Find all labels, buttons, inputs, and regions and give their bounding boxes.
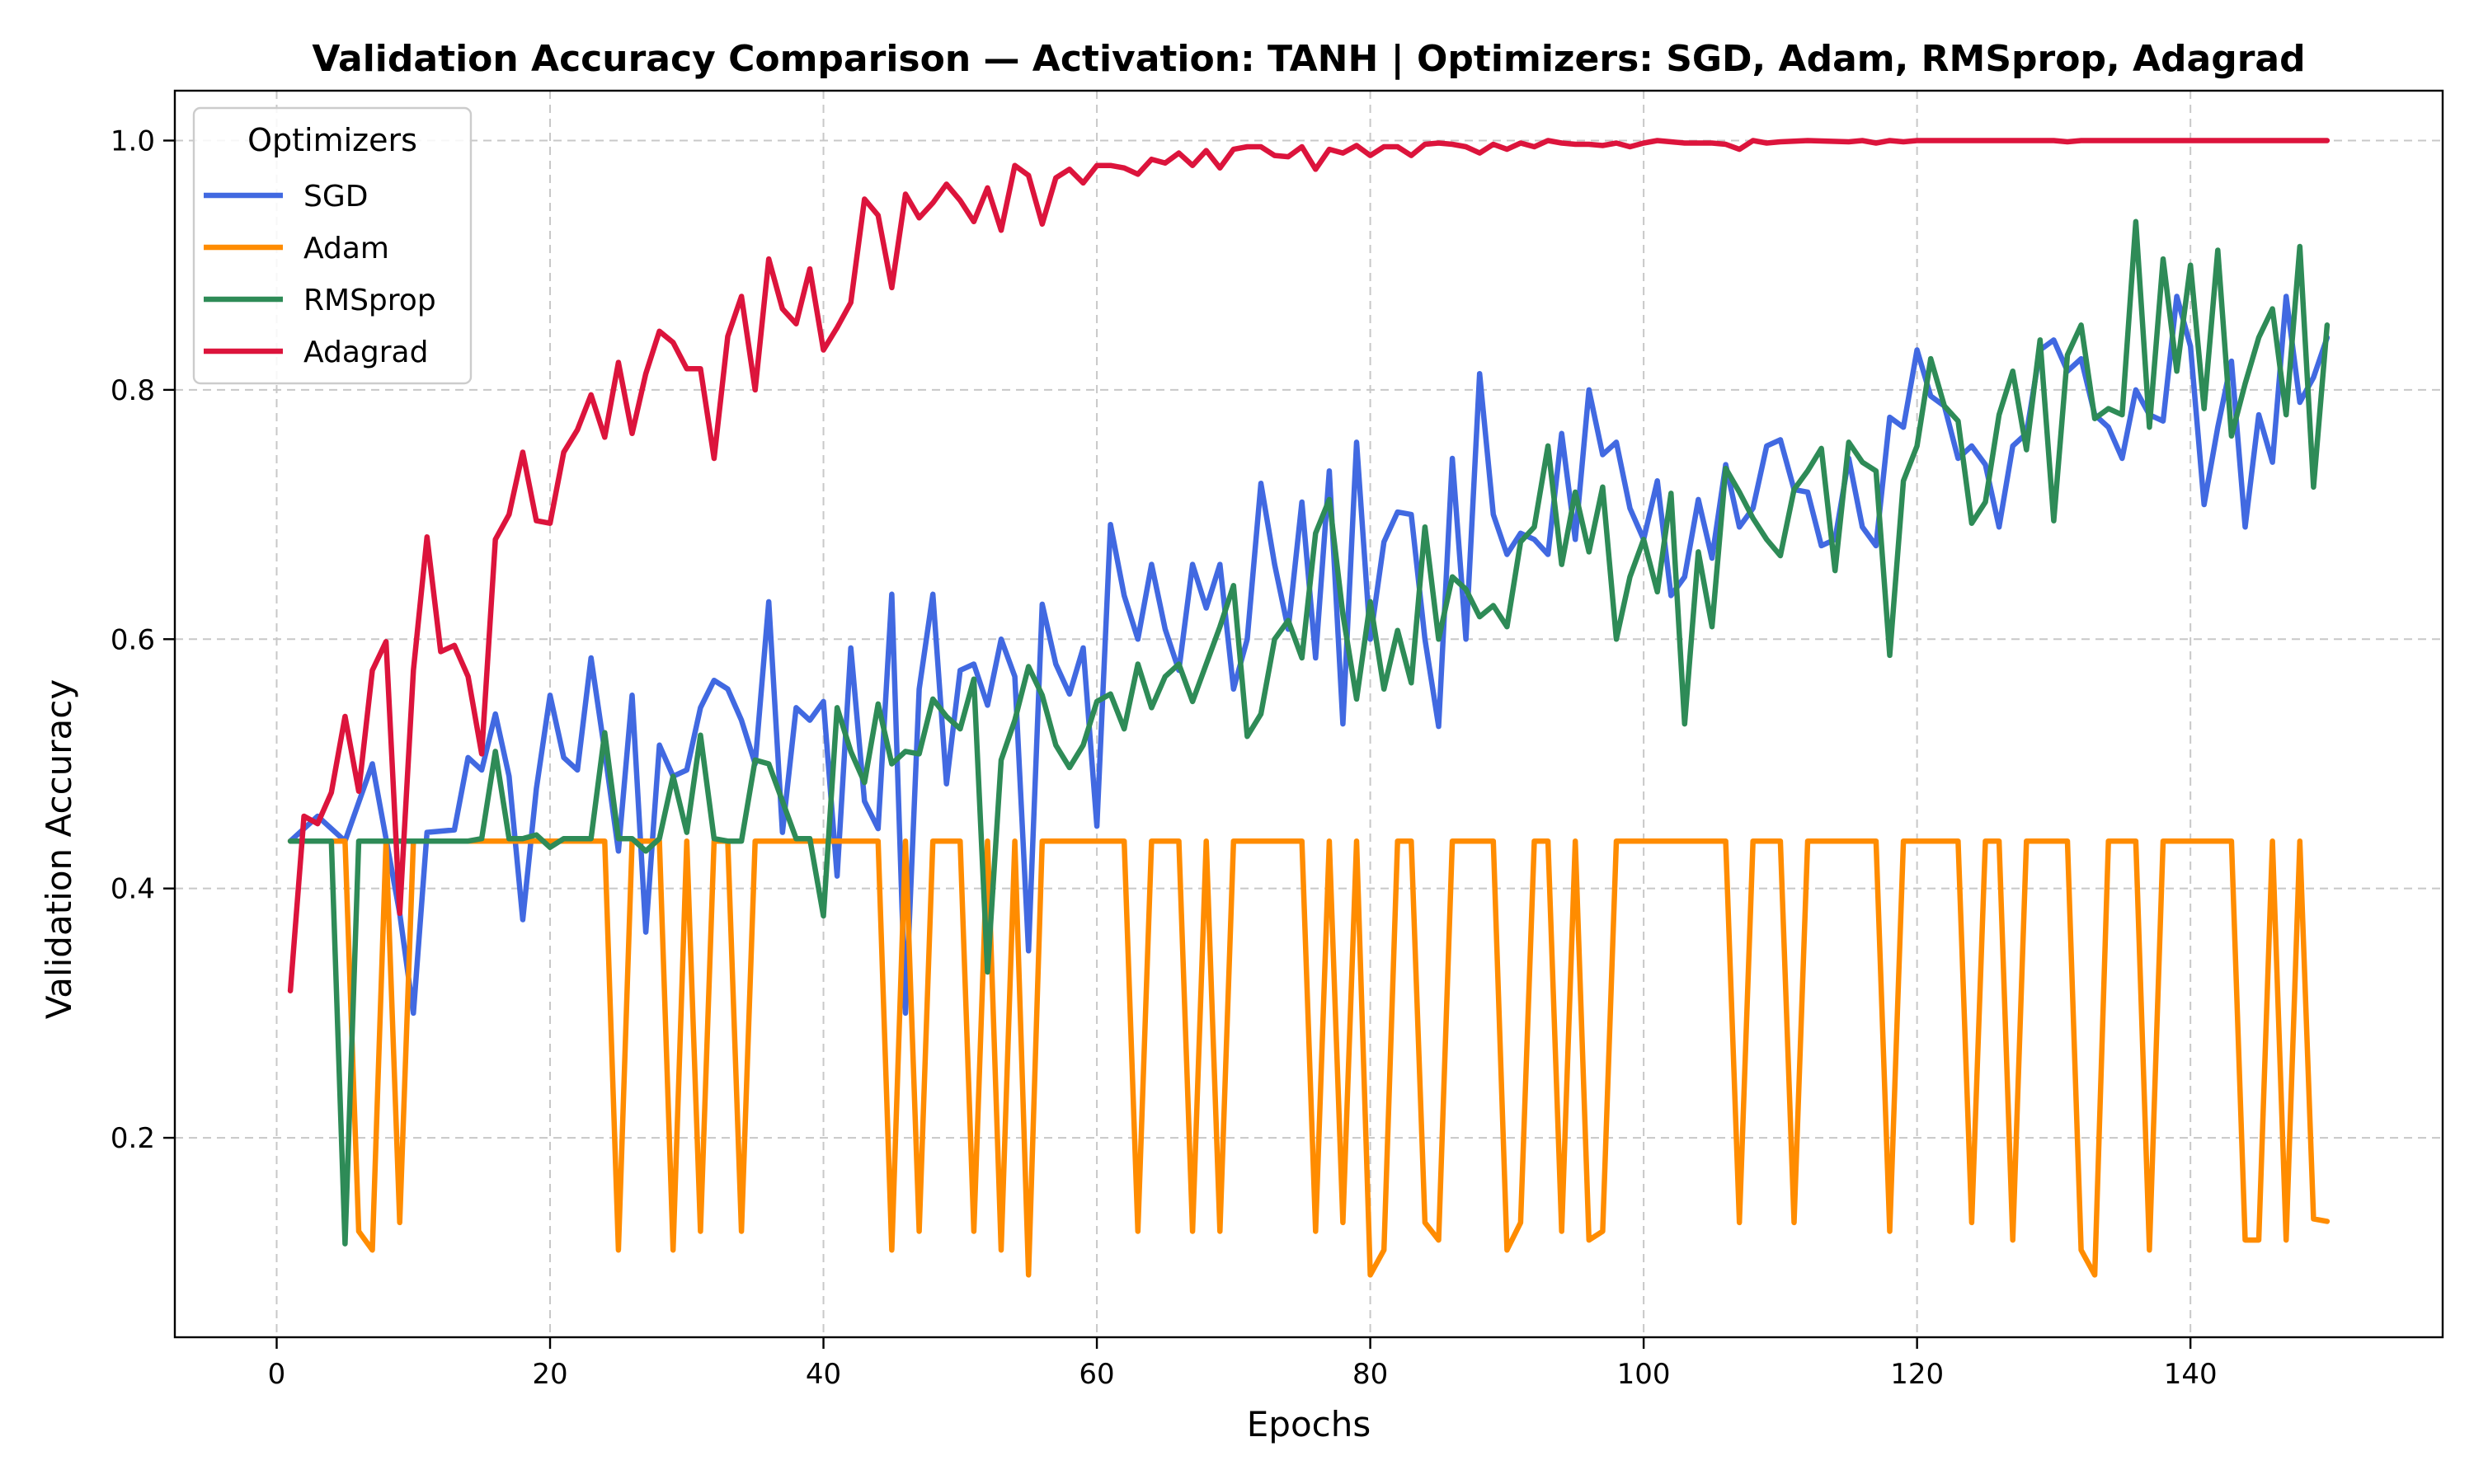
plot-frame — [173, 89, 2444, 1339]
x-tick-label: 60 — [1079, 1358, 1114, 1391]
x-tick-label: 140 — [2164, 1358, 2218, 1391]
x-tick-label: 80 — [1352, 1358, 1388, 1391]
legend-items: SGD Adam RMSprop Adagrad — [204, 180, 436, 369]
legend-box — [192, 106, 473, 385]
series-line-adagrad — [287, 138, 2331, 993]
x-tick-label: 0 — [268, 1358, 286, 1391]
legend: Optimizers SGD Adam RMSprop Adagrad — [192, 106, 473, 385]
series-line-rmsprop — [287, 218, 2331, 1247]
x-tick-label: 100 — [1617, 1358, 1671, 1391]
y-tick-label: 0.6 — [111, 623, 155, 656]
y-axis-label: Validation Accuracy — [39, 679, 79, 1020]
y-tick-label: 0.8 — [111, 374, 155, 407]
legend-title: Optimizers — [247, 122, 417, 158]
x-tick-label: 120 — [1890, 1358, 1944, 1391]
y-tick-label: 1.0 — [111, 124, 155, 157]
chart-title: Validation Accuracy Comparison — Activat… — [312, 38, 2305, 80]
x-tick-label: 40 — [806, 1358, 841, 1391]
legend-label-adam: Adam — [303, 232, 389, 265]
y-tick-label: 0.4 — [111, 873, 155, 906]
x-axis-label: Epochs — [1247, 1404, 1371, 1444]
series-layer — [287, 138, 2331, 1278]
y-tick-label: 0.2 — [111, 1122, 155, 1155]
axis-ticks: 0 20 40 60 80 100 120 140 0.2 0.4 0.6 0.8 1.0 — [111, 124, 2218, 1391]
series-line-sgd — [287, 294, 2331, 1017]
x-tick-label: 20 — [532, 1358, 567, 1391]
legend-label-adagrad: Adagrad — [303, 336, 428, 369]
legend-label-rmsprop: RMSprop — [303, 284, 436, 317]
legend-label-sgd: SGD — [303, 180, 368, 214]
